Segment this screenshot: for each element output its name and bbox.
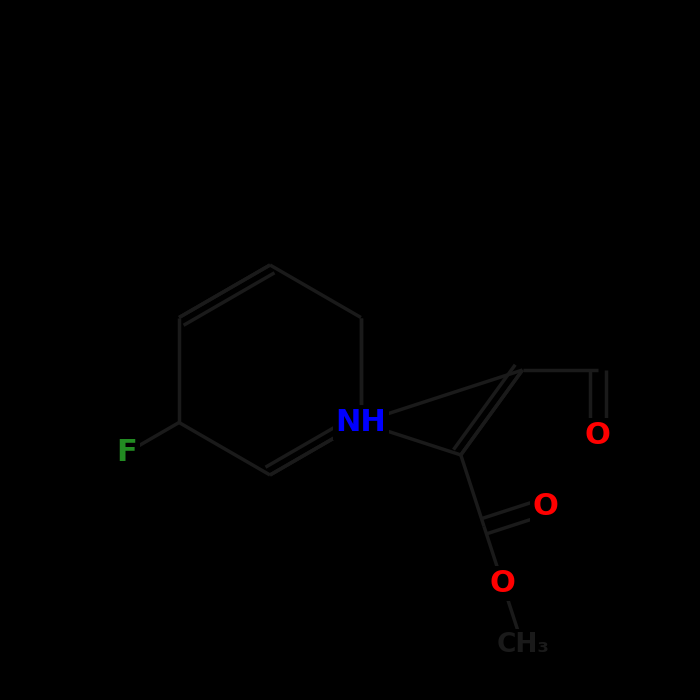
Text: F: F	[117, 438, 137, 467]
Text: O: O	[533, 491, 559, 521]
Text: O: O	[489, 569, 515, 598]
Text: NH: NH	[335, 408, 386, 437]
Text: O: O	[584, 421, 610, 449]
Text: CH₃: CH₃	[496, 632, 549, 658]
